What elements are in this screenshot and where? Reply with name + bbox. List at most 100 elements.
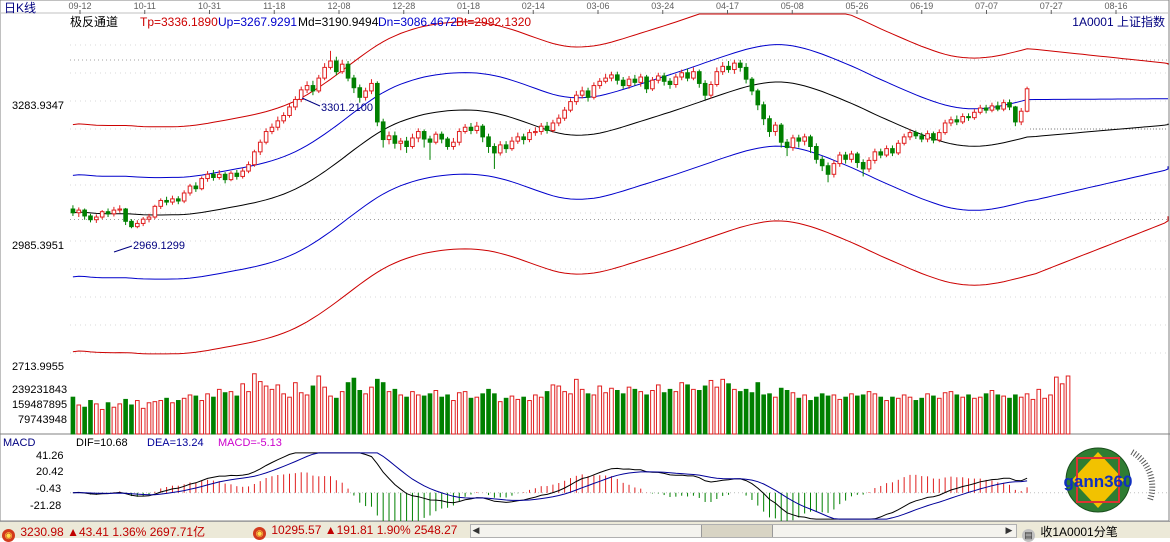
candle-body	[954, 119, 960, 123]
volume-bar	[521, 396, 526, 435]
kline-chart[interactable]: 09-12 10-11 10-31 11-18 12-08 12-28 01-18 02-14…	[0, 0, 1170, 522]
candle	[181, 190, 187, 204]
candle-body	[375, 82, 380, 123]
macd-series	[70, 452, 1168, 522]
candle-body	[720, 65, 725, 73]
sz-pct: 1.90%	[376, 523, 411, 537]
candle-body	[685, 72, 690, 79]
scroll-right-icon[interactable]: ▶	[1005, 525, 1013, 535]
candle-body	[691, 71, 696, 79]
candle-body	[111, 209, 117, 215]
candle-body	[626, 78, 632, 87]
candle	[228, 171, 234, 182]
volume-bar	[158, 400, 164, 435]
macd-axis-label-2: 20.42	[36, 466, 64, 478]
candle-body	[357, 87, 363, 98]
date-tick-label: 12-08	[327, 1, 350, 11]
candle-body	[550, 122, 556, 131]
volume-bar	[907, 396, 913, 435]
candle	[404, 136, 409, 153]
volume-bar	[1013, 394, 1018, 435]
tick-detail-link[interactable]: ▤ 收1A0001分笔	[1022, 523, 1118, 542]
shenzhen-index-quote[interactable]: ◉ 10295.57 ▲191.81 1.90% 2548.27	[253, 523, 457, 540]
volume-bar	[737, 391, 743, 435]
candle-body	[527, 132, 532, 141]
candle-body	[99, 211, 105, 218]
candle-body	[140, 218, 146, 224]
price-axis-label-top: 3283.9347	[12, 100, 64, 112]
candle	[164, 196, 169, 206]
high-pointer	[301, 97, 321, 107]
candle-body	[152, 205, 158, 218]
volume-bar	[328, 395, 333, 435]
candle	[585, 87, 591, 102]
candle-body	[187, 185, 193, 194]
candle-body	[123, 208, 128, 222]
candle	[784, 139, 790, 157]
candle-body	[257, 141, 263, 153]
candle	[129, 219, 134, 229]
candle-body	[439, 133, 445, 140]
candle-body	[1007, 102, 1012, 108]
volume-bar	[304, 394, 310, 435]
stock-label[interactable]: 1A0001 上证指数	[1072, 14, 1165, 29]
candle-body	[667, 80, 673, 86]
volume-bar	[743, 388, 749, 435]
candle	[205, 171, 210, 182]
date-tick-label: 07-07	[975, 1, 998, 11]
sh-amount: 2697.71亿	[149, 525, 206, 539]
volume-bar	[240, 383, 245, 435]
volume-bar	[181, 397, 187, 435]
candle-body	[497, 144, 503, 154]
top-band-line	[72, 13, 1169, 128]
candle-body	[936, 132, 942, 141]
candle-body	[88, 215, 93, 221]
shanghai-index-quote[interactable]: ◉ 3230.98 ▲43.41 1.36% 2697.71亿	[2, 523, 205, 542]
candle	[486, 133, 491, 153]
volume-bar	[398, 394, 404, 435]
volume-bar	[632, 388, 638, 435]
period-label[interactable]: 日K线	[4, 1, 36, 15]
scrollbar-thumb[interactable]	[701, 525, 773, 537]
macd-dif-value: DIF=10.68	[76, 437, 128, 449]
volume-bar	[515, 398, 521, 435]
candle	[380, 118, 386, 148]
macd-panel-name[interactable]: MACD	[3, 437, 35, 449]
candle	[76, 207, 82, 218]
price-grid	[70, 44, 1168, 354]
candle-body	[890, 148, 895, 154]
candle	[275, 116, 281, 131]
candle	[94, 214, 99, 223]
candle-body	[931, 133, 936, 141]
candle-body	[105, 211, 111, 215]
candle-body	[761, 104, 766, 120]
scroll-left-icon[interactable]: ◀	[472, 525, 480, 535]
candle-body	[1001, 102, 1006, 110]
candle	[579, 86, 585, 99]
volume-bar	[749, 392, 755, 435]
volume-bar	[187, 394, 193, 435]
volume-bar	[480, 393, 485, 435]
volume-bar	[533, 394, 538, 435]
volume-bar	[650, 390, 655, 435]
volume-bar	[211, 396, 216, 435]
candle	[925, 130, 930, 143]
candle	[901, 133, 907, 146]
date-tick-label: 04-17	[716, 1, 739, 11]
sh-value: 3230.98	[20, 525, 64, 539]
volume-bar	[685, 384, 690, 435]
volume-bar	[334, 397, 339, 435]
candle-body	[1018, 110, 1024, 123]
candle-body	[240, 170, 245, 177]
horizontal-scrollbar[interactable]	[470, 524, 1017, 538]
candle	[1018, 108, 1024, 126]
candle	[685, 68, 690, 82]
candle	[462, 124, 468, 134]
volume-bar	[673, 391, 679, 435]
candle	[737, 59, 743, 72]
tick-detail-label: 收1A0001分笔	[1040, 525, 1118, 539]
candle-body	[714, 71, 720, 86]
candle-body	[755, 90, 761, 106]
candle-body	[404, 140, 409, 147]
candle-body	[252, 151, 257, 166]
